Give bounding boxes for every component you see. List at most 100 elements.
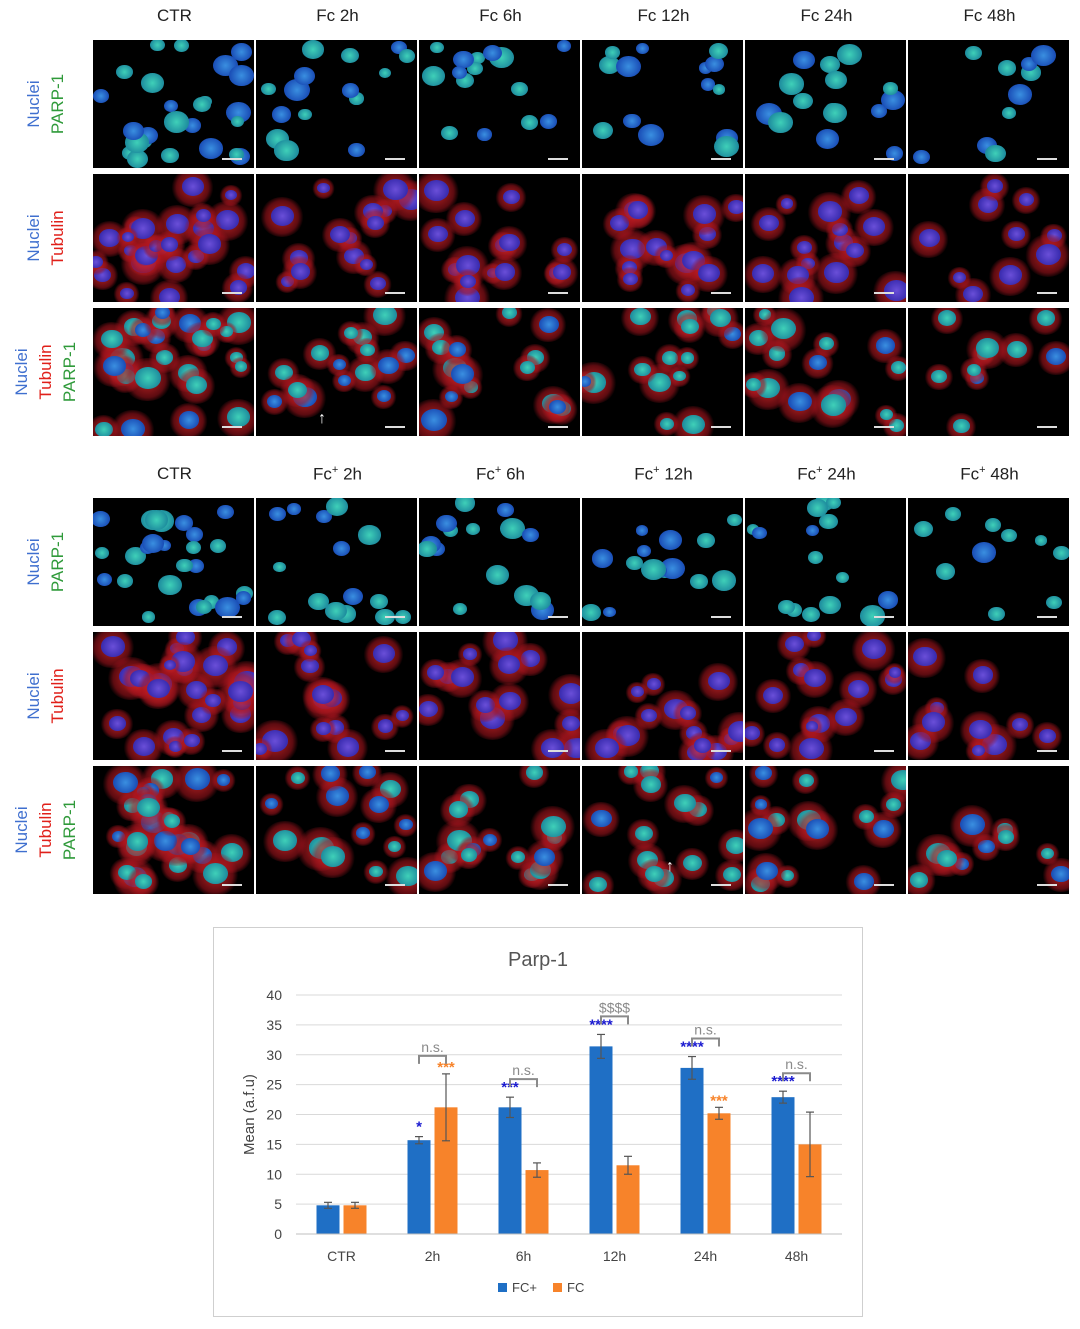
micrograph-r1-c2 xyxy=(419,174,580,302)
cell-nucleus xyxy=(347,142,365,158)
cell-nucleus xyxy=(95,421,113,436)
scale-bar xyxy=(1037,750,1057,752)
cell-nucleus xyxy=(875,336,896,354)
cell-nucleus xyxy=(452,50,474,69)
cell-nucleus xyxy=(383,178,408,200)
cell-nucleus xyxy=(859,605,886,626)
cell-nucleus xyxy=(1030,44,1057,67)
cell-nucleus xyxy=(630,308,652,326)
column-label-suffix: 6h xyxy=(501,464,525,484)
cell-nucleus xyxy=(1007,226,1025,242)
cell-nucleus xyxy=(494,263,515,281)
cell-nucleus xyxy=(234,361,248,373)
micrograph-r2-c4 xyxy=(745,308,906,436)
row-label-line: Nuclei xyxy=(24,538,43,586)
y-tick-label: 20 xyxy=(266,1107,282,1123)
row-label-line: Nuclei xyxy=(12,348,31,396)
cell-nucleus xyxy=(727,200,743,215)
cell-nucleus xyxy=(376,390,391,403)
cell-nucleus xyxy=(997,830,1014,844)
cell-nucleus xyxy=(463,648,477,660)
cell-nucleus xyxy=(424,180,450,202)
micrograph-r2-c1: ↑ xyxy=(256,308,417,436)
cell-nucleus xyxy=(226,407,251,428)
cell-nucleus xyxy=(971,541,997,563)
cell-nucleus xyxy=(634,825,653,842)
cell-nucleus xyxy=(582,376,592,387)
cell-nucleus xyxy=(303,644,317,656)
cell-nucleus xyxy=(214,596,241,619)
cell-nucleus xyxy=(520,115,538,130)
cell-nucleus xyxy=(121,231,134,242)
bar-fc-24h xyxy=(707,1113,731,1234)
legend-label: FC xyxy=(567,1280,584,1295)
cell-nucleus xyxy=(635,525,649,537)
top-microscopy-panel: CTR Fc 2h Fc 6h Fc 12h Fc 24h Fc 48h Nuclei PA… xyxy=(0,0,1080,440)
cell-nucleus xyxy=(228,147,244,161)
row-label-line: Nuclei xyxy=(24,214,43,262)
cell-nucleus xyxy=(638,123,665,146)
micrograph-r2-c1 xyxy=(256,766,417,894)
row-label-line: PARP-1 xyxy=(48,531,67,593)
cell-nucleus xyxy=(631,686,644,697)
cell-nucleus xyxy=(713,135,739,157)
micrograph-r0-c4 xyxy=(745,498,906,626)
cell-nucleus xyxy=(931,369,947,383)
cell-nucleus xyxy=(330,225,351,243)
scale-bar xyxy=(385,884,405,886)
cell-nucleus xyxy=(805,721,819,732)
scale-bar xyxy=(874,292,894,294)
arrow-marker: ↑ xyxy=(666,858,674,875)
bracket-label: $$$$ xyxy=(599,999,630,1015)
cell-nucleus xyxy=(264,798,278,810)
cell-nucleus xyxy=(196,600,213,614)
column-label-5: Fc 48h xyxy=(963,6,1016,25)
significance-fc-plus: **** xyxy=(680,1039,704,1056)
cell-nucleus xyxy=(768,111,793,133)
cell-nucleus xyxy=(913,150,930,165)
micrograph-r2-c5 xyxy=(908,766,1069,894)
cell-nucleus xyxy=(173,40,190,53)
cell-nucleus xyxy=(369,865,384,878)
cell-nucleus xyxy=(704,56,724,73)
scale-bar xyxy=(222,750,242,752)
cell-nucleus xyxy=(680,705,697,720)
cell-nucleus xyxy=(936,850,957,868)
cell-nucleus xyxy=(396,866,417,887)
cell-nucleus xyxy=(529,592,551,610)
cell-nucleus xyxy=(493,632,519,651)
cell-nucleus xyxy=(141,610,156,623)
cell-nucleus xyxy=(697,532,715,548)
cell-nucleus xyxy=(693,738,711,753)
micrograph-r2-c2 xyxy=(419,308,580,436)
cell-nucleus xyxy=(147,678,171,699)
cell-nucleus xyxy=(888,667,902,678)
legend-label: FC+ xyxy=(512,1280,537,1295)
scale-bar xyxy=(548,426,568,428)
cell-nucleus xyxy=(316,722,331,735)
y-tick-label: 35 xyxy=(266,1017,282,1033)
cell-nucleus xyxy=(178,410,200,429)
cell-nucleus xyxy=(100,636,125,657)
cell-nucleus xyxy=(1036,310,1056,327)
cell-nucleus xyxy=(538,315,559,333)
cell-nucleus xyxy=(108,715,127,731)
cell-nucleus xyxy=(370,594,388,610)
cell-nucleus xyxy=(144,510,168,530)
cell-nucleus xyxy=(116,64,133,79)
cell-nucleus xyxy=(623,113,641,129)
cell-nucleus xyxy=(270,206,295,226)
significance-bracket xyxy=(600,1015,629,1025)
cell-nucleus xyxy=(332,358,346,370)
cell-nucleus xyxy=(396,710,409,722)
scale-bar xyxy=(385,750,405,752)
cell-nucleus xyxy=(985,145,1006,163)
cell-nucleus xyxy=(754,799,768,810)
micrograph-r1-c1 xyxy=(256,174,417,302)
cell-nucleus xyxy=(94,547,109,559)
cell-nucleus xyxy=(141,534,164,554)
scale-bar xyxy=(548,158,568,160)
cell-nucleus xyxy=(837,44,863,66)
cell-nucleus xyxy=(103,356,127,377)
row-label-line: PARP-1 xyxy=(48,73,67,135)
